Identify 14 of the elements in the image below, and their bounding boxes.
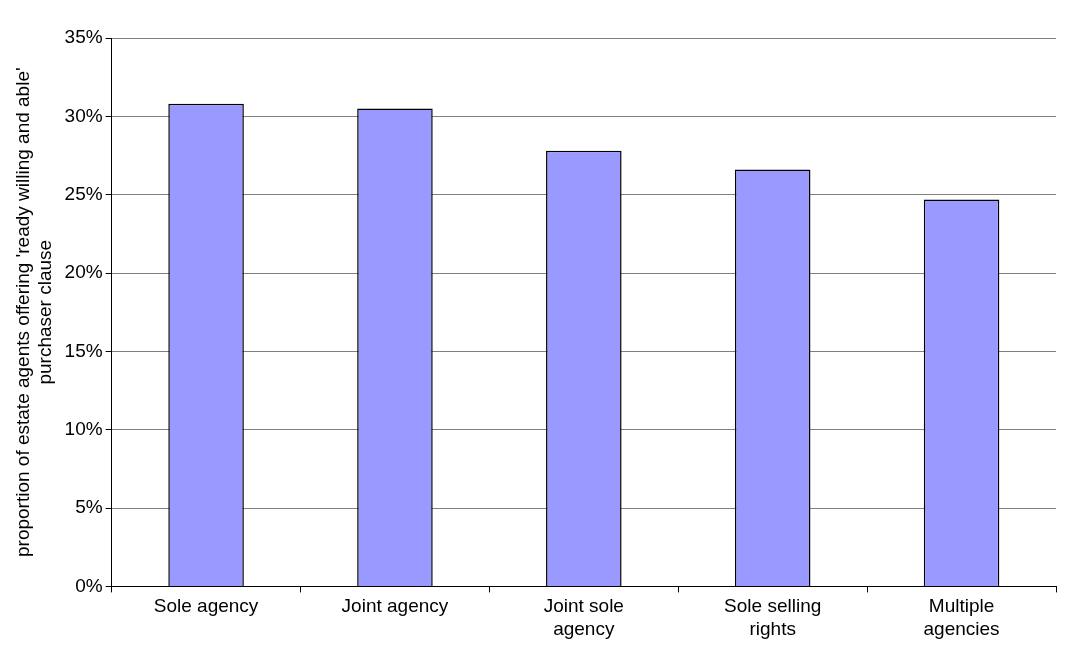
x-tick-label: Joint agency <box>341 595 449 617</box>
x-tick-label: Multiple agencies <box>923 595 1000 639</box>
x-tick-label: Joint sole agency <box>543 595 624 639</box>
y-tick-label: 25% <box>64 182 103 204</box>
y-tick-label: 15% <box>64 339 103 361</box>
y-tick-label: 10% <box>64 417 103 439</box>
y-tick-label: 35% <box>64 26 103 48</box>
y-tick-label: 30% <box>64 104 103 126</box>
y-tick-label: 20% <box>64 261 103 283</box>
y-axis-title: proportion of estate agents offering 'ready willing and able' purchaser clause <box>11 67 56 558</box>
x-tick-label: Sole agency <box>153 595 259 617</box>
y-tick-label: 5% <box>75 496 103 518</box>
x-tick-label: Sole selling rights <box>724 595 822 639</box>
y-tick-label: 0% <box>75 574 103 596</box>
